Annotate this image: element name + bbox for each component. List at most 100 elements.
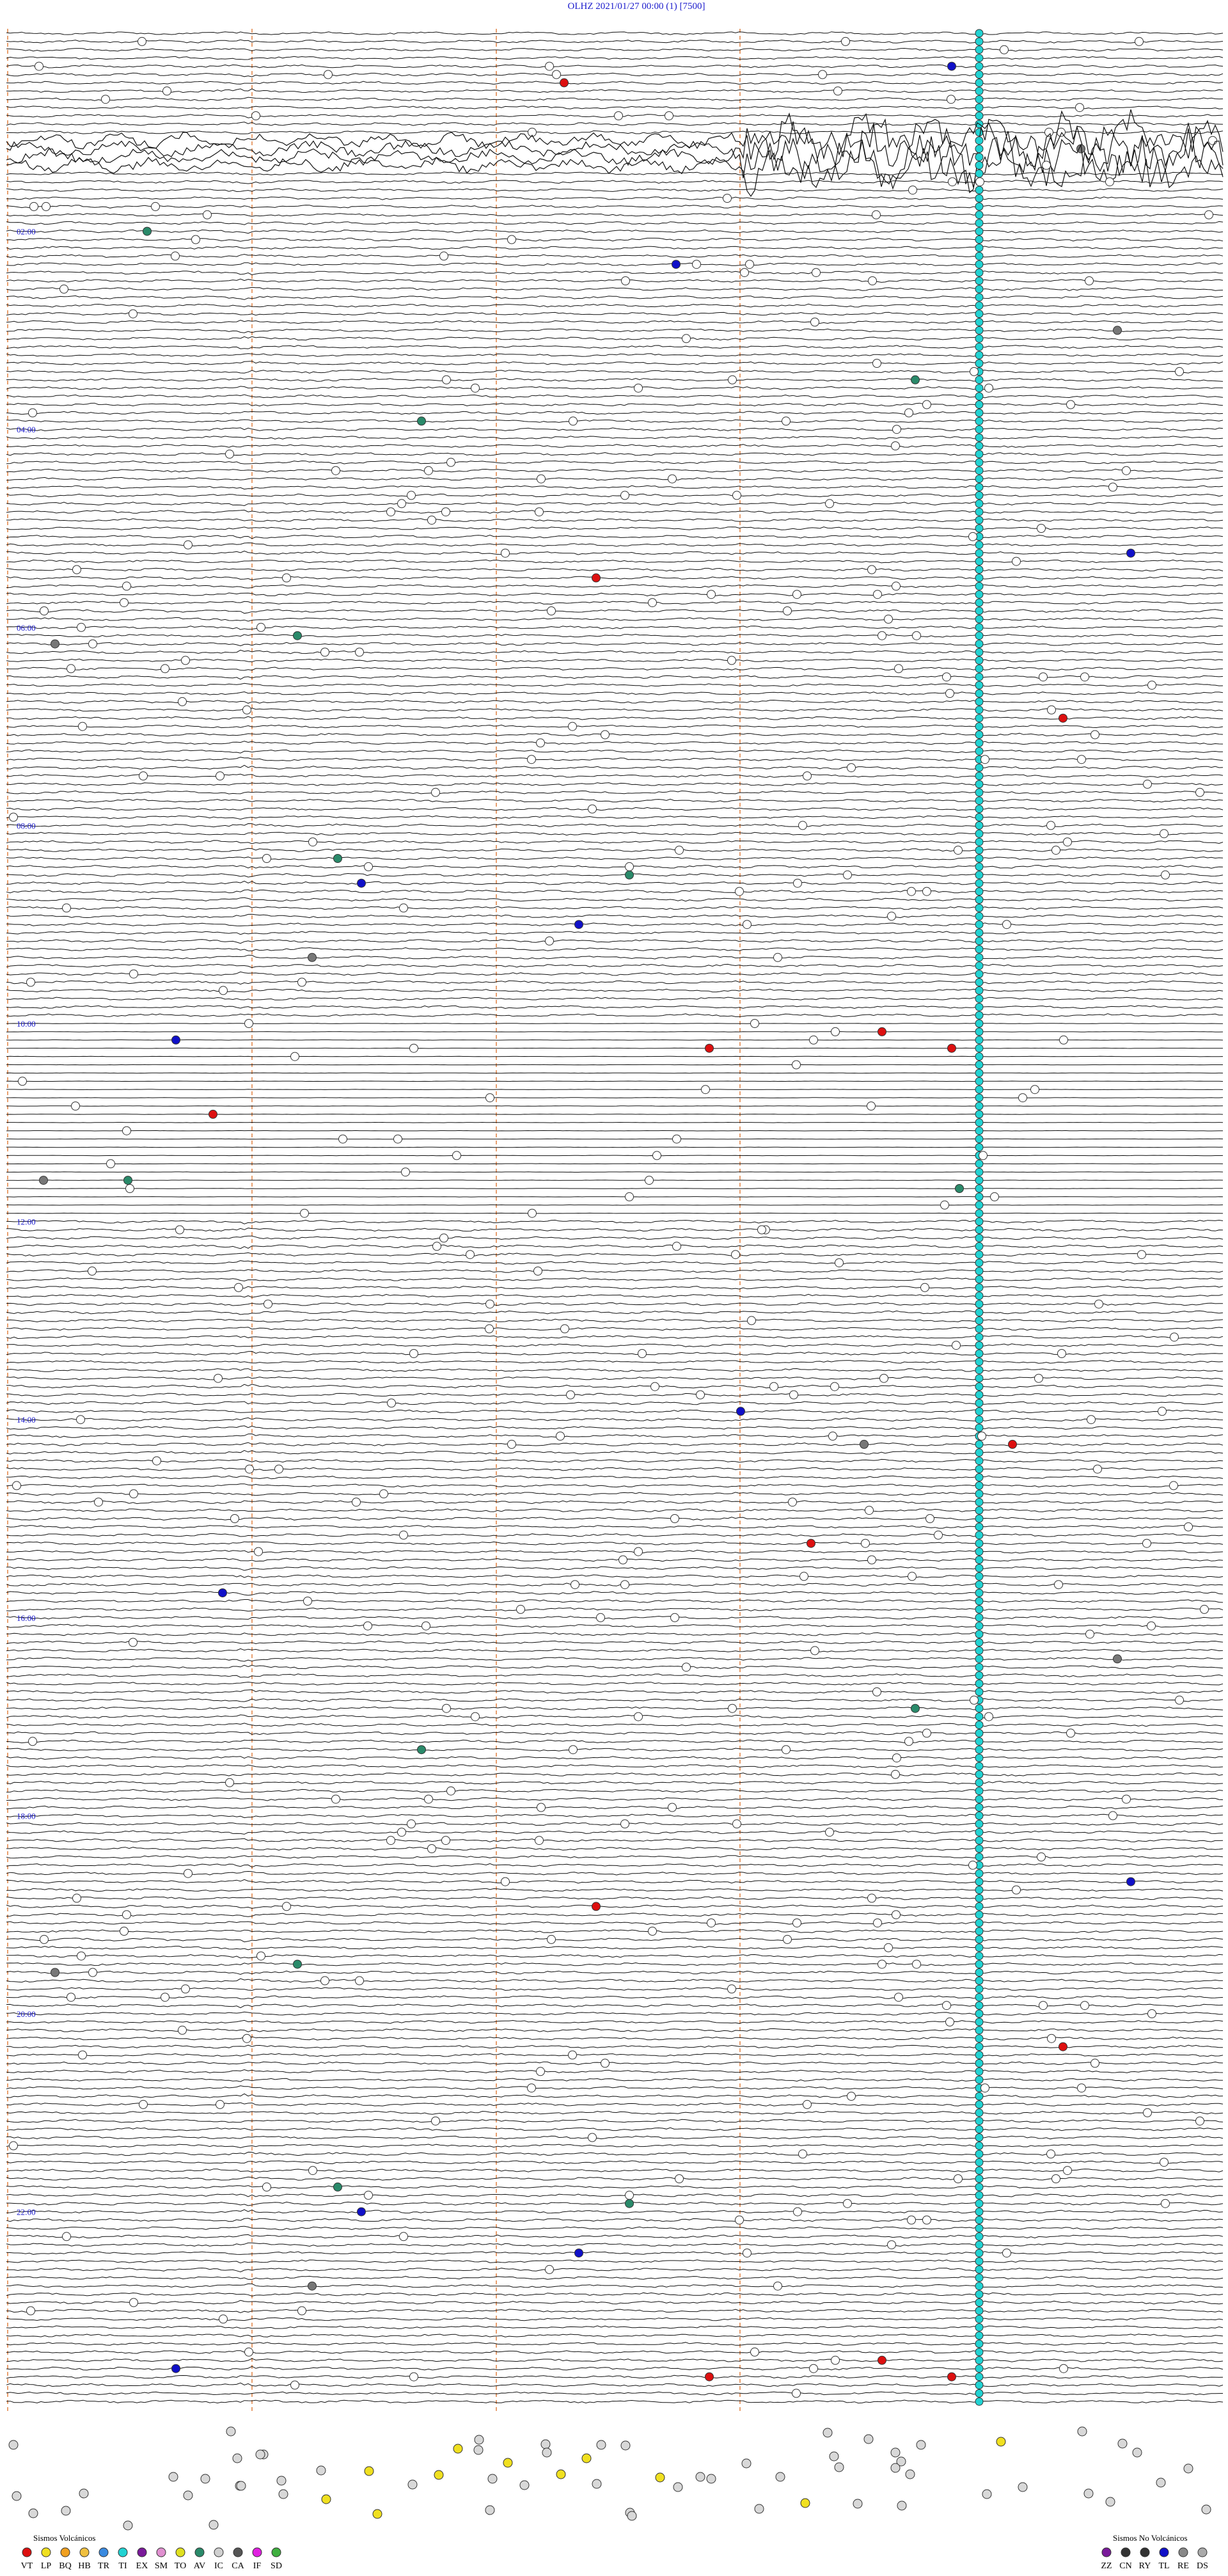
- trace: [6, 1648, 1224, 1653]
- event-marker: [975, 1918, 984, 1927]
- event-marker: [1195, 787, 1204, 797]
- event-marker: [1030, 1085, 1039, 1094]
- event-marker: [101, 95, 110, 104]
- trace: [6, 271, 1223, 276]
- event-marker: [59, 284, 68, 294]
- event-marker: [120, 598, 129, 608]
- event-marker: [333, 2182, 342, 2192]
- event-marker: [975, 1819, 984, 1828]
- trace: [6, 1549, 1224, 1554]
- trace: [6, 1632, 1224, 1636]
- event-marker: [891, 441, 900, 450]
- event-marker: [1051, 2174, 1060, 2183]
- event-marker: [789, 1390, 798, 1400]
- trace: [6, 2193, 1224, 2197]
- event-marker: [975, 1613, 984, 1622]
- event-marker: [1108, 482, 1117, 492]
- event-marker: [745, 260, 754, 269]
- trace: [6, 2078, 1223, 2082]
- trace: [6, 2144, 1224, 2149]
- event-marker: [975, 2183, 984, 2192]
- event-marker: [278, 2489, 288, 2499]
- trace: [6, 1805, 1224, 1810]
- event-marker: [975, 2331, 984, 2340]
- trace: [6, 840, 1224, 844]
- event-marker: [634, 1712, 643, 1721]
- trace: [6, 1293, 1224, 1298]
- trace: [6, 576, 1224, 581]
- event-marker: [540, 2439, 551, 2449]
- event-marker: [975, 219, 984, 228]
- event-marker: [409, 1043, 418, 1053]
- hour-label: 22:00: [17, 2208, 36, 2217]
- event-marker: [975, 1745, 984, 1754]
- trace: [6, 832, 1224, 836]
- event-marker: [355, 647, 364, 657]
- trace: [6, 1566, 1224, 1571]
- hour-label: 04:00: [17, 425, 36, 434]
- event-marker: [945, 2017, 954, 2027]
- legend-swatch: [252, 2547, 262, 2557]
- event-marker: [984, 1712, 993, 1721]
- event-marker: [975, 2339, 984, 2348]
- event-marker: [537, 1803, 546, 1812]
- event-marker: [975, 2314, 984, 2323]
- trace: [6, 2201, 1224, 2206]
- trace: [6, 1114, 1224, 1115]
- trace: [6, 2019, 1224, 2024]
- trace: [6, 278, 1224, 283]
- trace: [6, 1327, 1224, 1331]
- event-marker: [975, 1085, 984, 1094]
- event-marker: [473, 2445, 484, 2455]
- event-marker: [723, 194, 732, 203]
- event-marker: [975, 2026, 984, 2035]
- event-marker: [620, 491, 629, 500]
- event-marker: [244, 1019, 253, 1028]
- event-marker: [975, 1935, 984, 1944]
- event-marker: [618, 1555, 627, 1565]
- trace: [6, 1987, 1224, 1991]
- event-marker: [975, 1233, 984, 1242]
- event-marker: [441, 1836, 450, 1845]
- event-marker: [308, 837, 317, 847]
- event-marker: [61, 2506, 71, 2516]
- event-marker: [975, 1209, 984, 1218]
- event-marker: [1080, 2001, 1089, 2011]
- trace: [6, 526, 1224, 530]
- event-marker: [975, 499, 984, 508]
- event-marker: [975, 1638, 984, 1647]
- event-marker: [652, 1151, 661, 1160]
- trace: [6, 237, 1224, 242]
- legend-swatch: [1178, 2547, 1188, 2557]
- event-marker: [975, 714, 984, 723]
- event-marker: [975, 2034, 984, 2043]
- trace: [6, 1978, 1223, 1983]
- event-marker: [427, 1844, 436, 1853]
- event-marker: [592, 573, 601, 583]
- trace: [6, 1146, 1224, 1148]
- event-marker: [1066, 400, 1075, 409]
- legend-swatch: [194, 2547, 205, 2557]
- trace: [6, 1838, 1224, 1842]
- event-marker: [975, 1976, 984, 1985]
- event-marker: [975, 62, 984, 71]
- event-marker: [62, 2232, 71, 2241]
- trace: [6, 790, 1224, 794]
- event-marker: [975, 1712, 984, 1721]
- trace: [6, 485, 1224, 490]
- event-marker: [293, 631, 302, 640]
- event-marker: [230, 1514, 239, 1523]
- event-marker: [442, 375, 451, 384]
- trace: [6, 2169, 1224, 2173]
- event-marker: [812, 268, 821, 278]
- event-marker: [975, 2075, 984, 2084]
- event-marker: [51, 639, 59, 649]
- event-marker: [171, 251, 180, 261]
- event-marker: [975, 1753, 984, 1762]
- event-marker: [592, 1902, 601, 1911]
- event-marker: [975, 408, 984, 417]
- trace: [6, 2110, 1224, 2115]
- event-marker: [88, 1968, 97, 1977]
- event-marker: [71, 1102, 80, 1110]
- trace: [6, 1450, 1224, 1455]
